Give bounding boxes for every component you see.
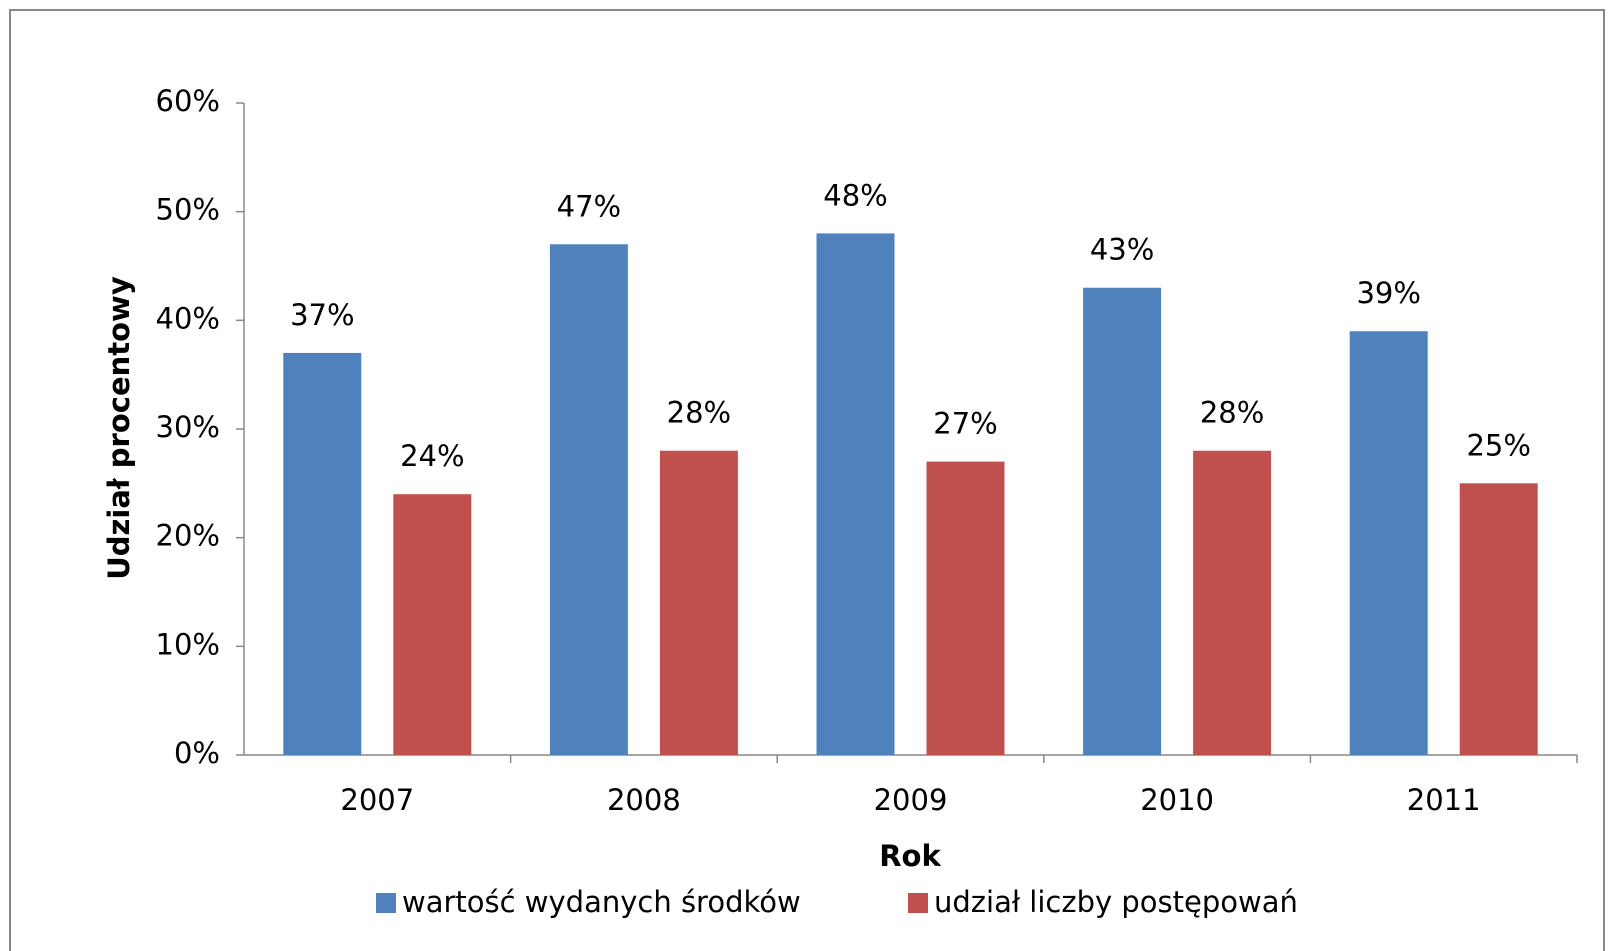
y-tick-label: 0% — [174, 736, 220, 770]
x-tick-label: 2011 — [1407, 783, 1481, 817]
y-tick-label: 30% — [156, 410, 220, 444]
value-label: 37% — [290, 298, 354, 332]
x-tick-label: 2008 — [607, 783, 681, 817]
bar — [816, 233, 895, 755]
legend-swatch — [908, 893, 928, 913]
legend-label: udział liczby postępowań — [934, 885, 1298, 919]
y-axis-title: Udział procentowy — [102, 276, 136, 580]
x-tick-label: 2007 — [340, 783, 414, 817]
bar — [1083, 287, 1162, 755]
y-tick-label: 40% — [156, 301, 220, 335]
value-label: 48% — [823, 178, 887, 212]
y-tick-label: 50% — [156, 193, 220, 227]
bar — [393, 494, 472, 755]
bar — [1459, 483, 1538, 755]
value-label: 43% — [1090, 233, 1154, 267]
value-label: 28% — [667, 396, 731, 430]
y-tick-label: 20% — [156, 519, 220, 553]
y-tick-label: 60% — [156, 84, 220, 118]
legend-swatch — [376, 893, 396, 913]
y-tick-label: 10% — [156, 627, 220, 661]
bar — [1349, 331, 1428, 755]
x-tick-label: 2009 — [874, 783, 948, 817]
value-label: 39% — [1356, 276, 1420, 310]
chart-border — [9, 9, 1605, 951]
bar — [549, 244, 628, 755]
x-axis-title: Rok — [879, 839, 941, 873]
value-label: 24% — [400, 439, 464, 473]
legend-label: wartość wydanych środków — [402, 885, 801, 919]
value-label: 25% — [1466, 428, 1530, 462]
bar — [659, 450, 738, 755]
value-label: 27% — [933, 407, 997, 441]
x-tick-label: 2010 — [1140, 783, 1214, 817]
bar — [283, 352, 362, 755]
bar — [926, 461, 1005, 755]
value-label: 28% — [1200, 396, 1264, 430]
bar — [1193, 450, 1272, 755]
value-label: 47% — [557, 189, 621, 223]
